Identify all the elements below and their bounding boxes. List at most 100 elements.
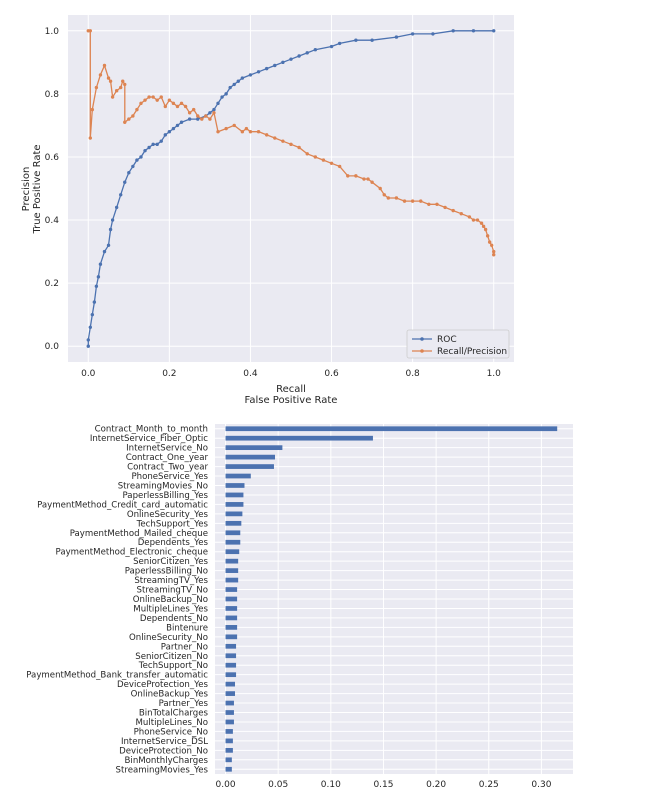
feature-label: InternetService_DSL [121,737,208,747]
feature-bar [225,738,233,744]
feature-bar [225,766,232,772]
precision-recall-point [467,215,472,219]
precision-recall-point [191,107,196,112]
feature-bar [225,454,276,460]
precision-recall-point [212,111,216,115]
feature-label: Bintenure [166,623,208,633]
precision-recall-point [151,95,155,99]
precision-recall-point [183,104,188,109]
roc-gridlines [68,15,514,362]
roc-point [187,117,192,121]
roc-point [127,171,131,175]
fi-x-tick-label: 0.25 [479,780,499,790]
feature-label: Dependents_Yes [138,538,209,548]
roc-y-tick-label: 1.0 [45,27,60,37]
feature-bar [225,530,241,536]
roc-point [297,54,301,58]
feature-label: DeviceProtection_Yes [117,680,209,690]
roc-point [86,338,90,342]
feature-bar [225,539,241,545]
feature-label: StreamingMovies_No [118,481,208,491]
roc-point [410,32,415,36]
precision-recall-point [490,243,494,247]
feature-label: MultipleLines_Yes [133,604,208,614]
feature-bar [225,747,233,753]
precision-recall-point [159,95,163,99]
precision-recall-point [297,145,301,150]
feature-label: BinTotalCharges [139,709,209,719]
feature-label: SeniorCitizen_Yes [133,557,208,567]
roc-point [289,57,293,61]
roc-point [196,117,200,121]
precision-recall-point [187,111,192,115]
feature-label: TechSupport_Yes [136,519,209,529]
precision-recall-point [443,205,447,210]
roc-x-tick-label: 0.4 [243,369,258,379]
roc-point [451,29,455,33]
feature-label: StreamingTV_Yes [134,576,208,586]
roc-point [143,148,147,153]
precision-recall-point [362,177,366,181]
roc-point [139,155,143,159]
roc-x-axis-label-2: False Positive Rate [245,395,338,406]
feature-label: PaymentMethod_Electronic_cheque [56,548,208,558]
roc-point [147,145,151,150]
precision-recall-point [281,139,285,143]
feature-label: OnlineBackup_No [133,595,208,605]
precision-recall-point [481,224,486,229]
precision-recall-point [289,142,293,147]
roc-point [228,85,232,90]
roc-point [313,48,318,52]
precision-recall-point [248,130,253,134]
roc-point [471,29,476,33]
precision-recall-point [108,79,113,83]
precision-recall-point [171,101,176,106]
legend-box [406,329,510,359]
precision-recall-point [483,227,488,232]
feature-label: OnlineBackup_Yes [131,690,209,700]
roc-x-tick-label: 0.2 [162,369,176,379]
precision-recall-point [264,133,269,137]
feature-bar [225,492,244,498]
precision-recall-point [459,212,463,216]
precision-recall-point [127,117,131,121]
feature-bar [225,710,234,715]
precision-recall-point [321,158,326,162]
feature-label: MultipleLines_No [135,718,208,728]
feature-bar [225,681,236,687]
feature-bar [225,653,237,659]
feature-bar [225,625,238,630]
feature-label: StreamingMovies_Yes [116,765,209,775]
precision-recall-point [119,85,123,90]
precision-recall-point [143,98,147,102]
roc-point [248,73,253,77]
precision-recall-point [451,208,455,213]
feature-bar [225,662,237,668]
roc-legend: ROC Recall/Precision [406,329,510,359]
precision-recall-point [179,101,184,106]
roc-point [135,158,139,162]
precision-recall-point [147,95,151,99]
feature-bar [225,464,274,469]
roc-point [108,227,113,232]
precision-recall-point [94,85,99,90]
fi-x-tick-label: 0.05 [268,780,288,790]
precision-recall-point [102,63,107,68]
precision-recall-point [329,161,334,165]
roc-point [224,92,228,96]
roc-x-tick-label: 0.0 [81,369,96,379]
roc-point [119,193,123,197]
precision-recall-point [386,196,391,200]
roc-point [264,66,269,71]
roc-line [87,30,494,347]
precision-recall-point [475,218,480,222]
feature-bar [225,729,233,734]
precision-recall-point [98,73,103,77]
precision-recall-point [86,29,90,33]
feature-label: PaymentMethod_Credit_card_automatic [37,500,208,510]
roc-point [131,164,135,169]
legend-pr-label: Recall/Precision [437,347,507,357]
precision-recall-point [175,104,180,109]
fi-x-tick-label: 0.00 [216,780,236,790]
roc-point [151,142,155,147]
